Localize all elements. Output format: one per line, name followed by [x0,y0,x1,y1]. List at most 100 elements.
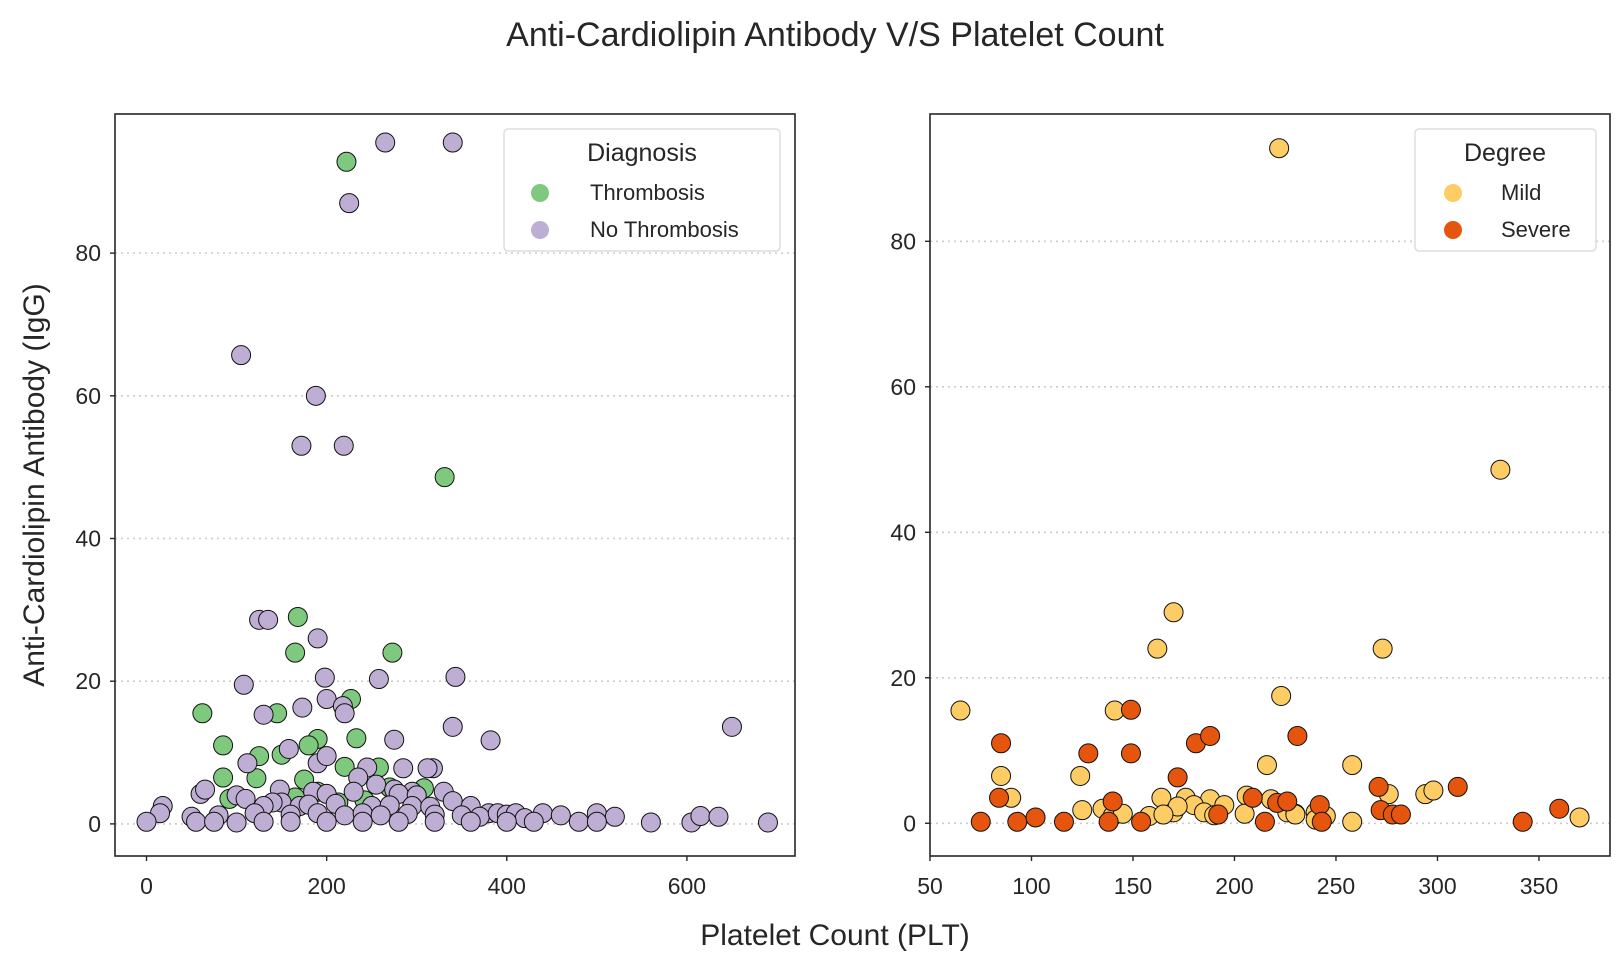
chart-left: 0 200 400 600 0 20 40 60 80 Anti-Cardiolipin An… [18,113,796,899]
point-no-thrombosis [316,811,337,832]
point-no-thrombosis [496,811,517,832]
point-severe [1447,776,1468,797]
point-severe [1078,743,1099,764]
point-mild [1234,803,1255,824]
point-mild [991,765,1012,786]
point-no-thrombosis [393,758,414,779]
point-no-thrombosis [604,806,625,827]
point-no-thrombosis [690,806,711,827]
point-no-thrombosis [366,774,387,795]
ytick-label-80: 80 [75,240,101,266]
point-thrombosis [298,735,319,756]
point-no-thrombosis [568,811,589,832]
point-no-thrombosis [384,729,405,750]
point-mild [1342,811,1363,832]
point-severe [1512,811,1533,832]
point-no-thrombosis [424,811,445,832]
legend-label-thrombosis: Thrombosis [590,180,705,205]
xtick-label-50: 50 [917,873,943,899]
point-no-thrombosis [388,811,409,832]
chart-right-legend: Degree Mild Severe [1414,128,1597,252]
point-mild [1147,638,1168,659]
chart-right-grid [930,240,1610,825]
point-no-thrombosis [375,132,396,153]
point-severe [1120,743,1141,764]
point-severe [1025,807,1046,828]
ytick-label-60: 60 [75,383,101,409]
point-severe [1254,811,1275,832]
point-no-thrombosis [445,666,466,687]
point-no-thrombosis [237,753,258,774]
point-no-thrombosis [460,811,481,832]
point-no-thrombosis [586,811,607,832]
legend-label-mild: Mild [1501,180,1541,205]
chart-right: 50 100 150 200 250 300 350 0 20 40 60 80 Degree Mi… [890,113,1611,899]
legend-marker-mild [1444,184,1462,202]
chart-right-yticks: 0 20 40 60 80 [890,228,930,836]
chart-right-xticks: 50 100 150 200 250 300 350 [917,856,1558,899]
ytick-label-80: 80 [890,228,916,254]
point-severe [1167,767,1188,788]
legend-frame [503,128,781,252]
point-no-thrombosis [370,805,391,826]
point-no-thrombosis [442,716,463,737]
point-mild [950,700,971,721]
point-severe [1098,811,1119,832]
point-no-thrombosis [417,758,438,779]
legend-title: Degree [1464,139,1546,167]
point-no-thrombosis [368,669,389,690]
xtick-label-150: 150 [1114,873,1152,899]
chart-left-yticks: 0 20 40 60 80 [75,240,115,837]
ytick-label-20: 20 [890,665,916,691]
point-no-thrombosis [231,345,252,366]
point-thrombosis [287,606,308,627]
point-no-thrombosis [204,811,225,832]
point-no-thrombosis [195,779,216,800]
ytick-label-0: 0 [88,811,101,837]
xtick-label-100: 100 [1012,873,1050,899]
point-mild [1569,807,1590,828]
point-no-thrombosis [442,132,463,153]
legend-frame [1414,128,1597,252]
xtick-label-600: 600 [668,873,706,899]
point-no-thrombosis [258,609,279,630]
point-mild [1372,638,1393,659]
point-no-thrombosis [314,667,335,688]
shared-xlabel: Platelet Count (PLT) [700,919,970,952]
xtick-label-300: 300 [1418,873,1456,899]
point-no-thrombosis [550,805,571,826]
point-severe [1549,798,1570,819]
point-no-thrombosis [305,385,326,406]
xtick-label-200: 200 [307,873,345,899]
point-no-thrombosis [334,703,355,724]
point-severe [1120,699,1141,720]
point-severe [991,733,1012,754]
xtick-label-250: 250 [1317,873,1355,899]
xtick-label-350: 350 [1520,873,1558,899]
point-no-thrombosis [307,628,328,649]
point-severe [1277,791,1298,812]
ytick-label-60: 60 [890,374,916,400]
point-mild [1423,780,1444,801]
legend-title: Diagnosis [587,139,697,167]
point-mild [1342,755,1363,776]
point-thrombosis [192,703,213,724]
chart-right-frame [929,113,1611,857]
point-severe [1053,811,1074,832]
point-severe [1242,787,1263,808]
point-severe [1311,811,1332,832]
chart-left-ylabel: Anti-Cardiolipin Antibody (IgG) [18,283,51,687]
point-no-thrombosis [278,738,299,759]
point-no-thrombosis [343,781,364,802]
point-severe [970,811,991,832]
point-no-thrombosis [708,806,729,827]
point-no-thrombosis [721,716,742,737]
point-no-thrombosis [339,193,360,214]
ytick-label-40: 40 [890,519,916,545]
xtick-label-200: 200 [1215,873,1253,899]
point-no-thrombosis [352,811,373,832]
xtick-label-400: 400 [488,873,526,899]
legend-marker-severe [1444,221,1462,239]
point-severe [1208,804,1229,825]
point-no-thrombosis [334,805,355,826]
